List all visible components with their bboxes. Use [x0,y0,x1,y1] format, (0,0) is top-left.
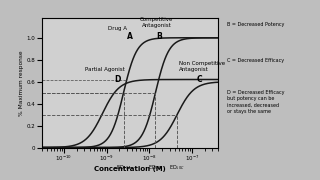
Text: ED$_{50B}$: ED$_{50B}$ [148,163,163,172]
Text: B = Decreased Potency: B = Decreased Potency [227,22,284,27]
Text: D = Decreased Efficacy
but potency can be
increased, decreased
or stays the same: D = Decreased Efficacy but potency can b… [227,90,285,114]
Text: A: A [127,32,133,41]
Text: Partial Agonist: Partial Agonist [85,67,125,72]
Y-axis label: % Maximum response: % Maximum response [19,50,24,116]
Text: Drug A: Drug A [108,26,127,31]
Text: Non Competitive
Antagonist: Non Competitive Antagonist [179,61,225,72]
Text: ED$_{50A}$: ED$_{50A}$ [116,163,131,172]
Text: D: D [114,75,121,84]
Text: B: B [156,32,162,41]
Text: C: C [196,75,202,84]
Text: ED$_{50C}$: ED$_{50C}$ [169,163,185,172]
Text: C = Decreased Efficacy: C = Decreased Efficacy [227,58,284,63]
X-axis label: Concentration (M): Concentration (M) [94,166,165,172]
Text: Competitive
Antagonist: Competitive Antagonist [140,17,173,28]
